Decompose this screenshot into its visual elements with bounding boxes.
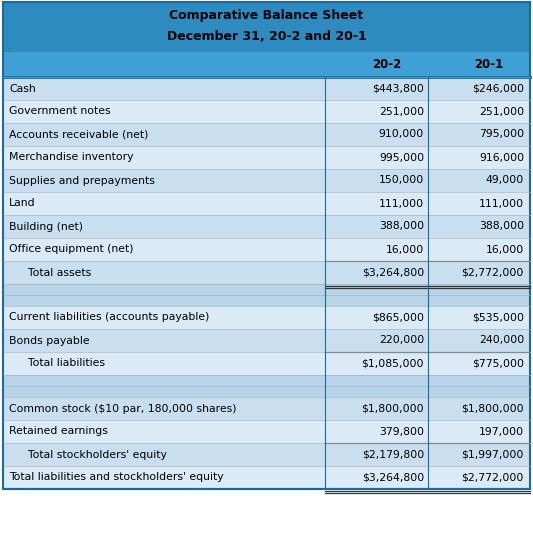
Text: Comparative Balance Sheet: Comparative Balance Sheet xyxy=(169,10,364,23)
Text: 150,000: 150,000 xyxy=(379,176,424,185)
Text: 197,000: 197,000 xyxy=(479,426,524,437)
Bar xyxy=(3,192,530,215)
Text: $246,000: $246,000 xyxy=(472,84,524,93)
Text: Cash: Cash xyxy=(9,84,36,93)
Text: December 31, 20-2 and 20-1: December 31, 20-2 and 20-1 xyxy=(167,30,366,43)
Text: Merchandise inventory: Merchandise inventory xyxy=(9,153,133,162)
Text: Total assets: Total assets xyxy=(21,267,91,278)
Text: 795,000: 795,000 xyxy=(479,129,524,140)
Bar xyxy=(3,329,530,352)
Text: 916,000: 916,000 xyxy=(479,153,524,162)
Bar xyxy=(3,238,530,261)
Text: Retained earnings: Retained earnings xyxy=(9,426,108,437)
Text: 910,000: 910,000 xyxy=(379,129,424,140)
Text: 251,000: 251,000 xyxy=(379,107,424,116)
Text: Total liabilities: Total liabilities xyxy=(21,358,105,369)
Bar xyxy=(3,100,530,123)
Text: Current liabilities (accounts payable): Current liabilities (accounts payable) xyxy=(9,313,209,322)
Bar xyxy=(3,397,530,420)
Text: $775,000: $775,000 xyxy=(472,358,524,369)
Text: Government notes: Government notes xyxy=(9,107,111,116)
Text: $2,772,000: $2,772,000 xyxy=(462,473,524,482)
Bar xyxy=(3,2,530,52)
Bar xyxy=(3,466,530,489)
Text: Bonds payable: Bonds payable xyxy=(9,335,90,345)
Text: Total liabilities and stockholders' equity: Total liabilities and stockholders' equi… xyxy=(9,473,224,482)
Text: 111,000: 111,000 xyxy=(379,198,424,209)
Text: 20-2: 20-2 xyxy=(372,58,401,71)
Bar xyxy=(3,215,530,238)
Bar xyxy=(3,375,530,386)
Text: 240,000: 240,000 xyxy=(479,335,524,345)
Bar xyxy=(3,386,530,397)
Text: Land: Land xyxy=(9,198,36,209)
Bar xyxy=(3,52,530,77)
Text: $1,800,000: $1,800,000 xyxy=(361,404,424,413)
Bar xyxy=(3,420,530,443)
Bar xyxy=(3,352,530,375)
Text: $2,772,000: $2,772,000 xyxy=(462,267,524,278)
Bar xyxy=(3,284,530,295)
Text: Common stock ($10 par, 180,000 shares): Common stock ($10 par, 180,000 shares) xyxy=(9,404,237,413)
Text: 16,000: 16,000 xyxy=(386,245,424,254)
Text: Total stockholders' equity: Total stockholders' equity xyxy=(21,450,167,460)
Text: 220,000: 220,000 xyxy=(379,335,424,345)
Text: 20-1: 20-1 xyxy=(474,58,504,71)
Text: $1,800,000: $1,800,000 xyxy=(462,404,524,413)
Text: $3,264,800: $3,264,800 xyxy=(362,267,424,278)
Text: $443,800: $443,800 xyxy=(372,84,424,93)
Bar xyxy=(3,295,530,306)
Text: $2,179,800: $2,179,800 xyxy=(362,450,424,460)
Text: 16,000: 16,000 xyxy=(486,245,524,254)
Bar xyxy=(3,306,530,329)
Text: Building (net): Building (net) xyxy=(9,222,83,231)
Bar xyxy=(3,77,530,100)
Text: $1,997,000: $1,997,000 xyxy=(462,450,524,460)
Text: 49,000: 49,000 xyxy=(486,176,524,185)
Bar xyxy=(3,261,530,284)
Bar xyxy=(3,443,530,466)
Text: 111,000: 111,000 xyxy=(479,198,524,209)
Text: Office equipment (net): Office equipment (net) xyxy=(9,245,133,254)
Text: 388,000: 388,000 xyxy=(479,222,524,231)
Text: $535,000: $535,000 xyxy=(472,313,524,322)
Text: Accounts receivable (net): Accounts receivable (net) xyxy=(9,129,148,140)
Bar xyxy=(3,146,530,169)
Bar xyxy=(3,169,530,192)
Bar xyxy=(3,123,530,146)
Text: 251,000: 251,000 xyxy=(479,107,524,116)
Text: $1,085,000: $1,085,000 xyxy=(361,358,424,369)
Text: .: . xyxy=(9,41,12,51)
Text: Supplies and prepayments: Supplies and prepayments xyxy=(9,176,155,185)
Text: $865,000: $865,000 xyxy=(372,313,424,322)
Text: 388,000: 388,000 xyxy=(379,222,424,231)
Text: $3,264,800: $3,264,800 xyxy=(362,473,424,482)
Text: 379,800: 379,800 xyxy=(379,426,424,437)
Text: 995,000: 995,000 xyxy=(379,153,424,162)
